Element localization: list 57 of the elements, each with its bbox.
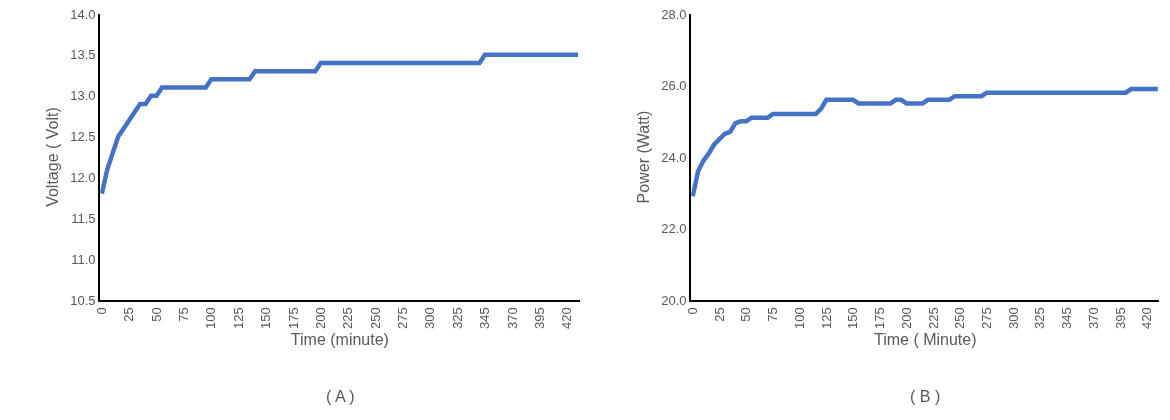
x-tick-label: 25 [121,307,137,322]
y-tick-label: 12.5 [70,129,96,145]
x-tick-label: 25 [711,307,727,322]
y-tick-label: 11.0 [71,251,96,267]
x-tick-label: 250 [367,307,383,329]
x-tick-label: 395 [1112,307,1128,329]
y-tick-label: 26.0 [661,78,687,94]
x-tick-label: 250 [952,307,968,329]
x-tick-label: 100 [203,307,219,329]
x-axis-title: Time ( Minute) [874,331,977,349]
x-tick-label: 75 [765,307,781,322]
x-tick-label: 325 [1032,307,1048,329]
line-series [691,86,1160,199]
x-tick-label: 50 [738,307,754,322]
x-tick-label: 395 [531,307,547,329]
x-tick-label: 370 [1085,307,1101,329]
x-tick-label: 175 [285,307,301,329]
x-tick-label: 325 [449,307,465,329]
x-tick-label: 100 [791,307,807,329]
x-tick-label: 345 [1059,307,1075,329]
x-tick-label: 200 [312,307,328,329]
x-tick-label: 420 [1139,307,1155,329]
x-tick-label: 125 [230,307,246,329]
y-tick-label: 28.0 [661,6,687,22]
x-axis-title: Time (minute) [290,331,389,349]
x-tick-label: 420 [559,307,575,329]
y-axis-title: Voltage ( Volt) [43,107,61,207]
x-tick-label: 50 [148,307,164,322]
x-tick-label: 0 [684,307,700,315]
y-tick-label: 13.5 [70,47,96,63]
y-axis-title: Power (Watt) [634,110,652,204]
x-tick-label: 0 [94,307,110,315]
y-tick-label: 22.0 [661,221,687,237]
x-tick-label: 200 [898,307,914,329]
x-tick-label: 300 [1005,307,1021,329]
y-tick-label: 12.0 [70,169,96,185]
x-tick-label: 225 [340,307,356,329]
y-tick-label: 11.5 [71,210,96,226]
x-tick-label: 150 [258,307,274,329]
text: ( B ) [910,388,941,405]
x-tick-label: 125 [818,307,834,329]
y-tick-label: 14.0 [70,6,96,22]
x-tick-label: 175 [872,307,888,329]
x-tick-label: 225 [925,307,941,329]
x-tick-label: 75 [176,307,192,322]
x-tick-label: 275 [395,307,411,329]
text: ( A ) [326,388,355,405]
x-tick-label: 275 [978,307,994,329]
x-tick-label: 300 [422,307,438,329]
x-tick-label: 150 [845,307,861,329]
line-series [100,52,580,197]
y-tick-label: 24.0 [661,149,687,165]
y-tick-label: 10.5 [70,292,96,308]
y-tick-label: 13.0 [70,88,96,104]
x-tick-label: 370 [504,307,520,329]
x-tick-label: 345 [477,307,493,329]
y-tick-label: 20.0 [661,292,687,308]
